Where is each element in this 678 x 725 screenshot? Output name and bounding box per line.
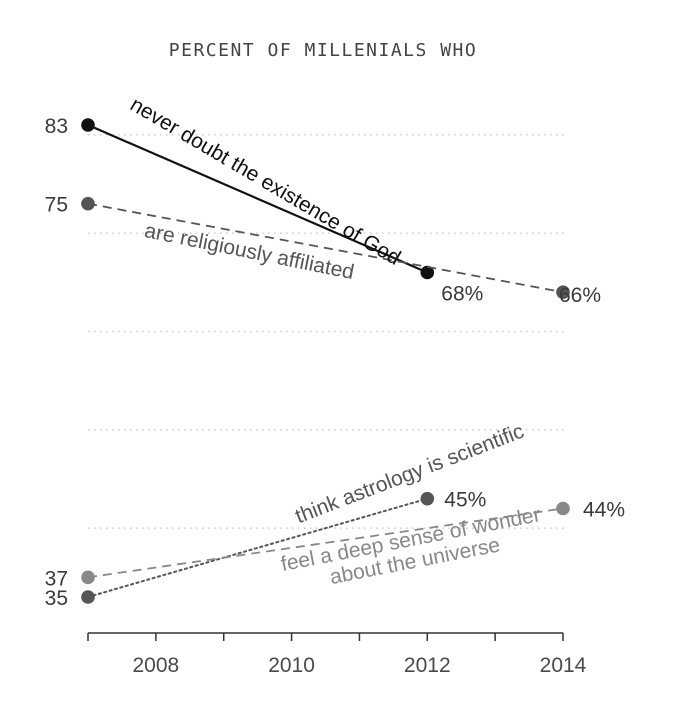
data-point <box>81 590 95 604</box>
data-point <box>556 501 570 516</box>
x-axis: 2008 2010 2012 2014 <box>87 632 587 677</box>
data-point <box>81 196 95 211</box>
x-tick-label: 2012 <box>404 654 451 677</box>
data-point <box>81 118 95 132</box>
data-point <box>420 265 435 280</box>
end-value-label: 66% <box>559 284 601 307</box>
start-value-label: 83 <box>45 115 68 138</box>
chart-title: PERCENT OF MILLENIALS WHO <box>169 40 477 61</box>
data-point <box>81 570 95 585</box>
series-lines: 83 68% 75 66% 35 45% 37 44% <box>45 115 625 610</box>
x-tick-label: 2014 <box>540 654 587 677</box>
start-value-label: 35 <box>45 587 68 610</box>
end-value-label: 44% <box>583 499 625 522</box>
gridlines <box>88 134 566 529</box>
end-value-label: 68% <box>441 283 483 306</box>
data-point <box>556 285 570 299</box>
x-tick-label: 2008 <box>132 654 179 677</box>
series-line <box>87 507 564 579</box>
x-tick-label: 2010 <box>268 654 315 677</box>
series-line <box>87 202 564 294</box>
series-line <box>87 123 428 274</box>
series-line <box>87 497 429 598</box>
data-point <box>420 491 435 506</box>
start-value-label: 37 <box>45 567 68 590</box>
end-value-label: 45% <box>444 489 486 512</box>
start-value-label: 75 <box>45 194 68 217</box>
